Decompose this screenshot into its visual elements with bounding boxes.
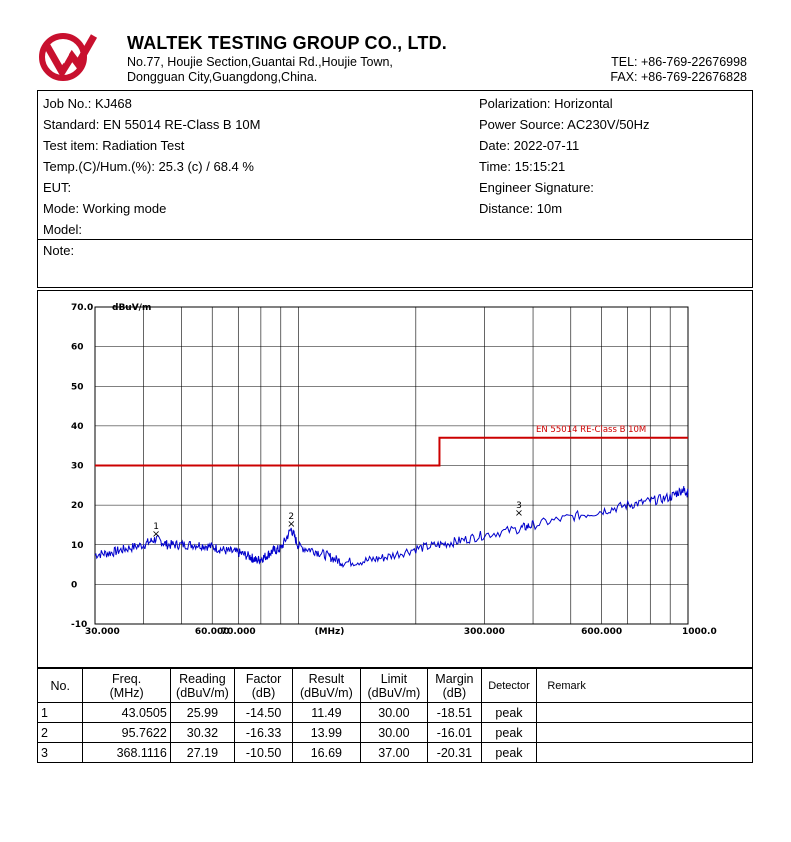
fax-number: FAX: +86-769-22676828 bbox=[610, 70, 747, 84]
power-source: Power Source: AC230V/50Hz bbox=[479, 117, 650, 132]
emission-chart: dBuV/m 70.0 60 50 40 30 20 10 0 -10 30.000 60.000… bbox=[71, 303, 717, 657]
marker-cross: × bbox=[287, 519, 295, 530]
table-cell: 368.1116 bbox=[82, 742, 171, 763]
x-tick-label: (MHz) bbox=[314, 627, 344, 637]
table-cell: 13.99 bbox=[292, 722, 361, 743]
table-cell: -18.51 bbox=[427, 702, 482, 723]
company-contact: TEL: +86-769-22676998 FAX: +86-769-22676… bbox=[610, 55, 747, 85]
x-tick-label: 30.000 bbox=[85, 627, 120, 637]
address-line-2: Dongguan City,Guangdong,China. bbox=[127, 70, 318, 84]
marker-cross: × bbox=[515, 508, 523, 519]
y-tick-label: 0 bbox=[71, 580, 77, 590]
test-time: Time: 15:15:21 bbox=[479, 159, 566, 174]
limit-line bbox=[95, 436, 688, 467]
table-cell: peak bbox=[480, 722, 538, 743]
distance: Distance: 10m bbox=[479, 201, 563, 216]
model: Model: bbox=[43, 222, 83, 237]
table-cell: 37.00 bbox=[359, 742, 429, 763]
table-header-row: No. Freq. (MHz) Reading (dBuV/m) Factor (dB) Re… bbox=[36, 668, 753, 703]
table-cell: peak bbox=[480, 702, 538, 723]
table-cell bbox=[536, 742, 753, 763]
table-cell: peak bbox=[480, 742, 538, 763]
table-cell: -16.01 bbox=[427, 722, 482, 743]
column-header: Result (dBuV/m) bbox=[292, 668, 361, 703]
engineer-signature: Engineer Signature: bbox=[479, 180, 594, 195]
company-address: No.77, Houjie Section,Guantai Rd.,Houjie… bbox=[127, 55, 393, 85]
table-cell: 16.69 bbox=[292, 742, 361, 763]
test-info-panel: Job No.: KJ468 Standard: EN 55014 RE-Cla… bbox=[37, 90, 753, 288]
table-cell bbox=[536, 702, 753, 723]
table-cell: 30.00 bbox=[359, 722, 429, 743]
y-tick-label: 20 bbox=[71, 501, 84, 511]
company-name: WALTEK TESTING GROUP CO., LTD. bbox=[127, 33, 447, 53]
table-cell: 3 bbox=[36, 742, 84, 763]
column-header: No. bbox=[36, 668, 84, 703]
note: Note: bbox=[43, 243, 75, 258]
y-tick-label: 40 bbox=[71, 422, 84, 432]
table-cell: -20.31 bbox=[427, 742, 482, 763]
column-header: Remark bbox=[536, 668, 753, 703]
y-tick-label: 30 bbox=[71, 462, 84, 472]
table-row: 2 95.7622 30.32 -16.33 13.99 30.00 -16.01 peak bbox=[36, 722, 753, 743]
column-header: Reading (dBuV/m) bbox=[169, 668, 236, 703]
x-tick-label: 300.000 bbox=[464, 627, 505, 637]
table-row: 3 368.1116 27.19 -10.50 16.69 37.00 -20.31 peak bbox=[36, 742, 753, 763]
address-line-1: No.77, Houjie Section,Guantai Rd.,Houjie… bbox=[127, 55, 393, 69]
x-tick-label: 1000.0 bbox=[682, 627, 717, 637]
y-axis-label: dBuV/m bbox=[112, 303, 151, 313]
polarization: Polarization: Horizontal bbox=[479, 96, 613, 111]
table-cell: 11.49 bbox=[292, 702, 361, 723]
table-cell: -14.50 bbox=[234, 702, 294, 723]
mode: Mode: Working mode bbox=[43, 201, 167, 216]
marker-label: 2 bbox=[288, 512, 294, 522]
y-tick-label: 50 bbox=[71, 382, 84, 392]
table-cell: 1 bbox=[36, 702, 84, 723]
column-header: Freq. (MHz) bbox=[82, 668, 171, 703]
marker-label: 1 bbox=[153, 522, 159, 532]
chart-panel: dBuV/m 70.0 60 50 40 30 20 10 0 -10 30.000 60.000… bbox=[37, 290, 753, 668]
table-cell: 95.7622 bbox=[82, 722, 171, 743]
table-cell: 27.19 bbox=[169, 742, 236, 763]
eut: EUT: bbox=[43, 180, 72, 195]
table-cell: 30.00 bbox=[359, 702, 429, 723]
table-cell: 43.0505 bbox=[82, 702, 171, 723]
y-tick-label: 10 bbox=[71, 541, 84, 551]
table-cell: -16.33 bbox=[234, 722, 294, 743]
job-no: Job No.: KJ468 bbox=[43, 96, 132, 111]
results-table: No. Freq. (MHz) Reading (dBuV/m) Factor (dB) Re… bbox=[36, 668, 753, 763]
column-header: Detector bbox=[480, 668, 538, 703]
y-tick-label: -10 bbox=[71, 620, 87, 630]
limit-line-label: EN 55014 RE-Class B 10M bbox=[536, 425, 646, 435]
measurement-trace bbox=[94, 486, 689, 569]
y-tick-label: 70.0 bbox=[71, 303, 93, 313]
marker-cross: × bbox=[152, 529, 160, 540]
column-header: Limit (dBuV/m) bbox=[359, 668, 429, 703]
x-tick-label: 70.000 bbox=[221, 627, 256, 637]
x-tick-label: 600.000 bbox=[581, 627, 622, 637]
column-header: Factor (dB) bbox=[234, 668, 294, 703]
table-cell bbox=[536, 722, 753, 743]
table-row: 1 43.0505 25.99 -14.50 11.49 30.00 -18.51 peak bbox=[36, 702, 753, 723]
x-tick-label: 60.000 bbox=[195, 627, 230, 637]
test-date: Date: 2022-07-11 bbox=[479, 138, 580, 153]
table-cell: 2 bbox=[36, 722, 84, 743]
plot-background bbox=[95, 307, 713, 657]
table-cell: -10.50 bbox=[234, 742, 294, 763]
table-cell: 25.99 bbox=[169, 702, 236, 723]
tel-number: TEL: +86-769-22676998 bbox=[611, 55, 747, 69]
test-item: Test item: Radiation Test bbox=[43, 138, 185, 153]
company-logo bbox=[39, 33, 98, 81]
standard: Standard: EN 55014 RE-Class B 10M bbox=[43, 117, 261, 132]
y-tick-label: 60 bbox=[71, 343, 84, 353]
column-header: Margin (dB) bbox=[427, 668, 482, 703]
note-divider bbox=[38, 239, 752, 240]
marker-label: 3 bbox=[516, 501, 522, 511]
table-cell: 30.32 bbox=[169, 722, 236, 743]
temp-hum: Temp.(C)/Hum.(%): 25.3 (c) / 68.4 % bbox=[43, 159, 254, 174]
